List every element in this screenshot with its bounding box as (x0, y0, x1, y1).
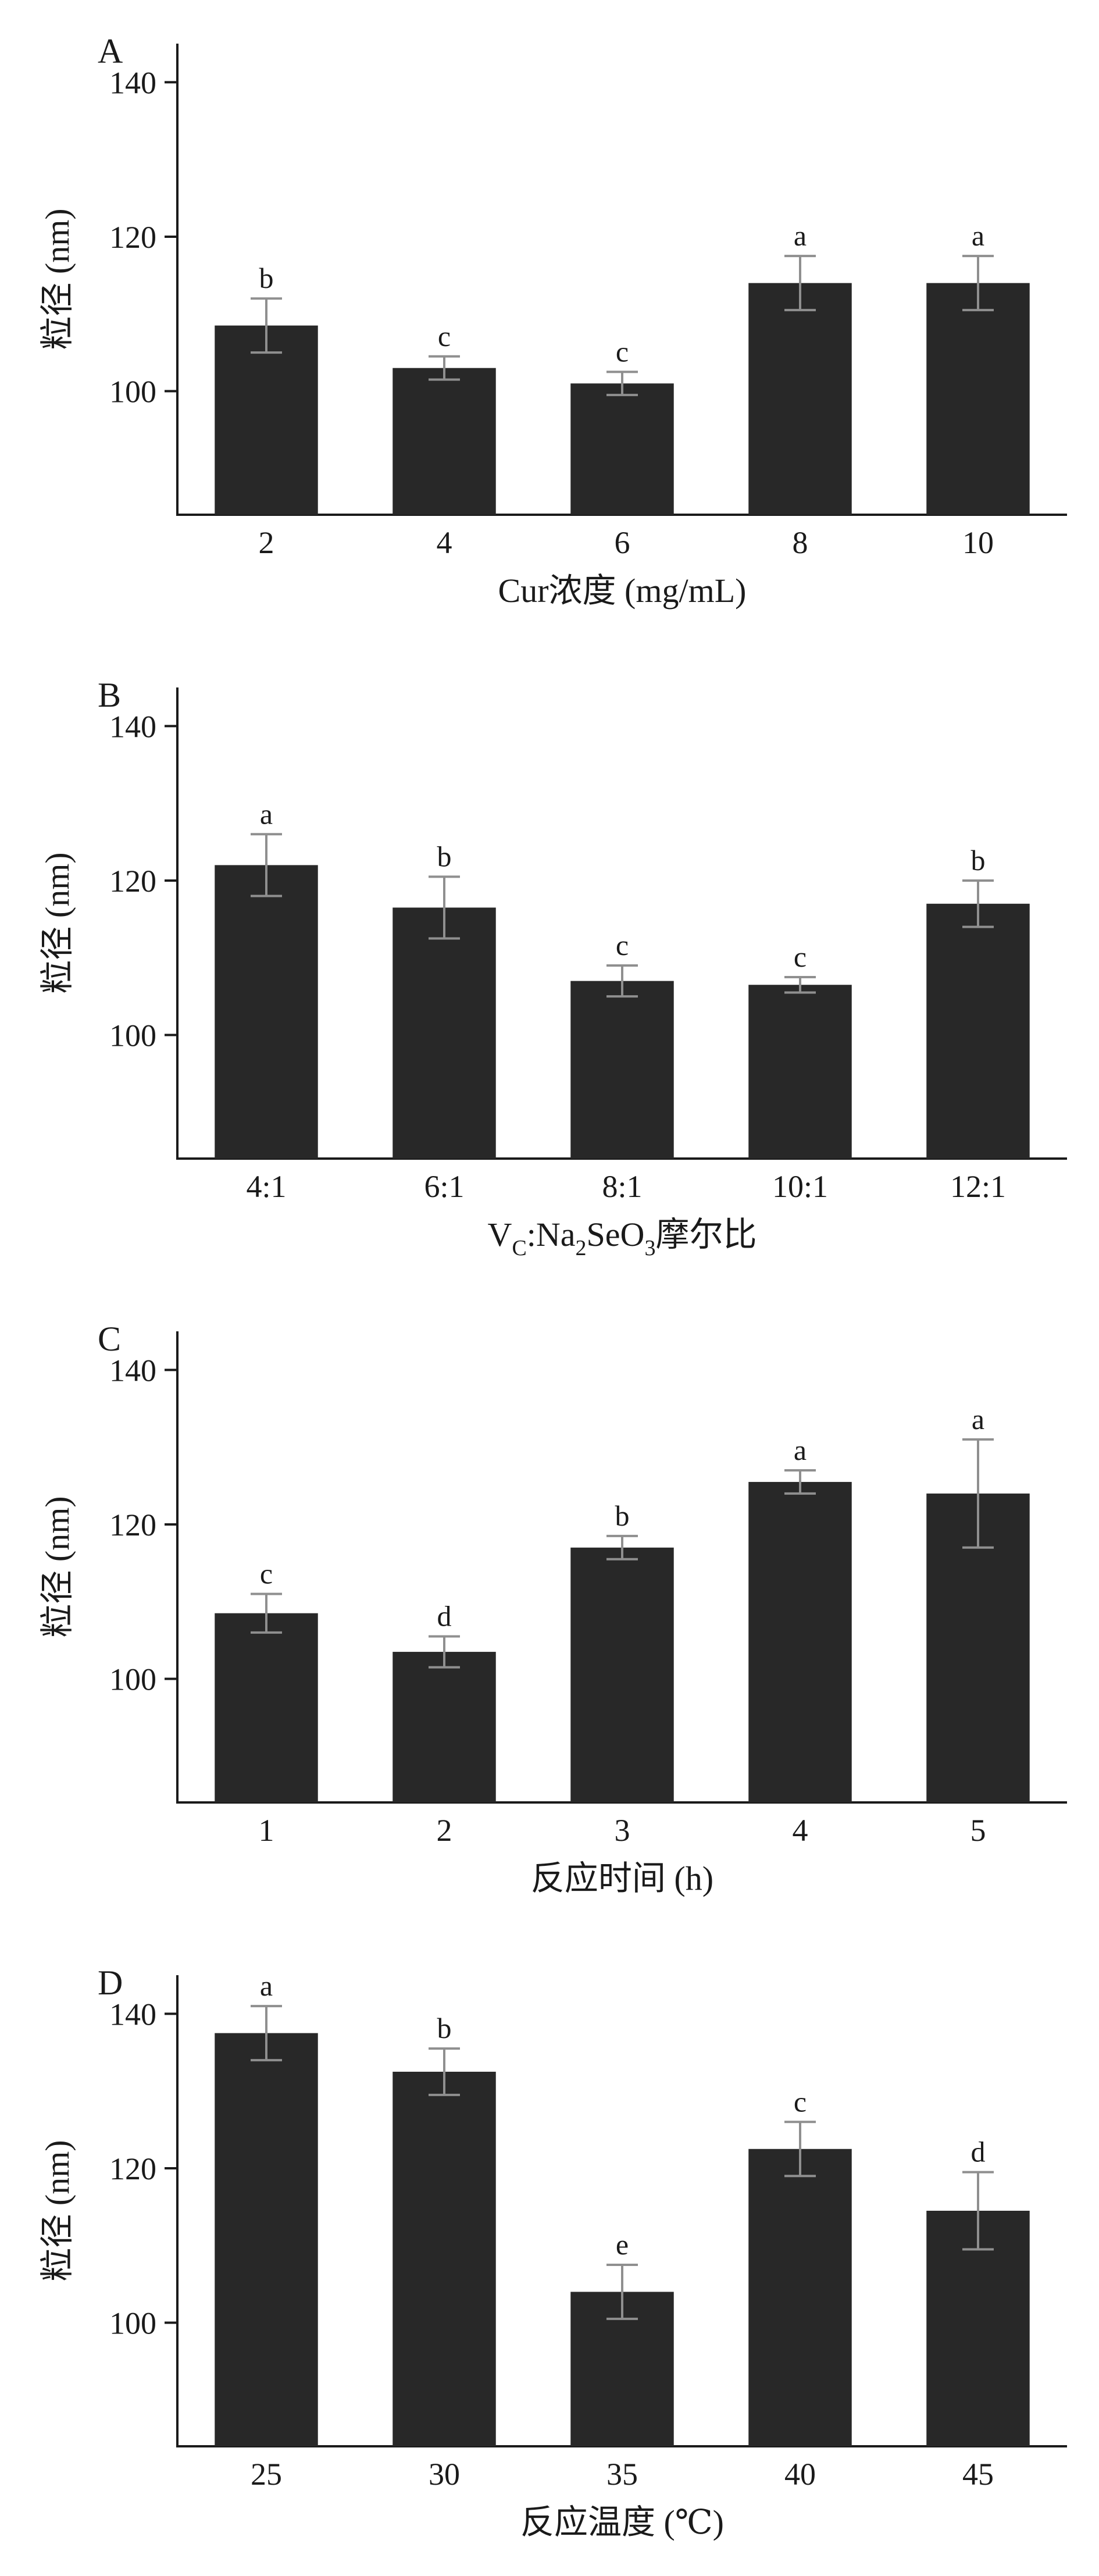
x-tick-label: 5 (970, 1813, 986, 1848)
y-tick-label: 120 (109, 864, 156, 899)
panel-letter: A (98, 32, 123, 70)
bar (748, 985, 852, 1159)
bar (570, 981, 674, 1159)
x-axis-title: 反应温度 (℃) (520, 2503, 724, 2541)
significance-letter: a (794, 1434, 807, 1466)
y-axis-title: 粒径 (nm) (38, 2140, 76, 2281)
bar (570, 383, 674, 515)
x-tick-label: 4:1 (246, 1169, 286, 1204)
y-tick-label: 100 (109, 375, 156, 409)
significance-letter: b (971, 844, 986, 877)
bar (215, 865, 318, 1159)
y-tick-label: 120 (109, 220, 156, 255)
bar (748, 2149, 852, 2446)
significance-letter: d (437, 1600, 452, 1633)
y-axis-title: 粒径 (nm) (38, 852, 76, 993)
y-tick-label: 120 (109, 1508, 156, 1542)
significance-letter: c (616, 929, 629, 961)
significance-letter: a (794, 219, 807, 252)
significance-letter: d (971, 2136, 986, 2168)
chart-panel-b: B 100 120 140 a 4:1 b 6:1 c 8:1 c 10:1 b 12:1 VC:Na2Se… (38, 676, 1067, 1260)
x-tick-label: 25 (251, 2457, 282, 2492)
x-tick-label: 10:1 (772, 1169, 828, 1204)
y-tick-label: 100 (109, 2306, 156, 2341)
x-tick-label: 8 (793, 525, 808, 560)
y-tick-label: 140 (109, 1353, 156, 1388)
x-tick-label: 10 (962, 525, 994, 560)
x-tick-label: 35 (606, 2457, 638, 2492)
x-tick-label: 12:1 (950, 1169, 1006, 1204)
x-tick-label: 4 (793, 1813, 808, 1848)
significance-letter: b (437, 2012, 452, 2044)
panel-letter: D (98, 1964, 123, 2002)
significance-letter: b (437, 840, 452, 872)
bar (215, 325, 318, 515)
bar (392, 2071, 496, 2446)
y-tick-label: 140 (109, 1997, 156, 2032)
significance-letter: a (260, 1969, 273, 2002)
y-axis-title: 粒径 (nm) (38, 208, 76, 350)
x-tick-label: 40 (784, 2457, 816, 2492)
x-axis-title: Cur浓度 (mg/mL) (498, 572, 747, 610)
x-tick-label: 6:1 (424, 1169, 464, 1204)
significance-letter: e (616, 2228, 629, 2261)
bar (392, 907, 496, 1159)
significance-letter: c (794, 2085, 807, 2118)
bar (748, 283, 852, 515)
y-tick-label: 100 (109, 1662, 156, 1697)
y-tick-label: 140 (109, 709, 156, 744)
x-tick-label: 45 (962, 2457, 994, 2492)
chart-panel-c: C 100 120 140 c 1 d 2 b 3 a 4 a 5 反应时间 (h) 粒径 (nm) (38, 1320, 1067, 1897)
significance-letter: c (616, 335, 629, 368)
bar (748, 1481, 852, 1802)
y-tick-label: 100 (109, 1018, 156, 1053)
x-tick-label: 2 (259, 525, 274, 560)
significance-letter: a (972, 1403, 984, 1435)
significance-letter: c (260, 1557, 273, 1590)
x-axis-title: 反应时间 (h) (531, 1859, 713, 1897)
chart-panel-a: A 100 120 140 b 2 c 4 c 6 a 8 a 10 Cur浓度 (mg/mL) 粒径 (nm… (38, 32, 1067, 610)
panel-letter: C (98, 1320, 121, 1358)
y-tick-label: 120 (109, 2151, 156, 2186)
bar (215, 1613, 318, 1802)
significance-letter: a (972, 219, 984, 252)
chart-panel-d: D 100 120 140 a 25 b 30 e 35 c 40 d 45 反应温度 (℃) 粒径 (nm) (38, 1964, 1067, 2541)
y-tick-label: 140 (109, 65, 156, 100)
bar (392, 1652, 496, 1802)
x-tick-label: 6 (615, 525, 630, 560)
significance-letter: c (794, 940, 807, 973)
bar (926, 903, 1030, 1159)
x-tick-label: 4 (437, 525, 452, 560)
x-tick-label: 30 (429, 2457, 460, 2492)
y-axis-title: 粒径 (nm) (38, 1496, 76, 1637)
x-tick-label: 8:1 (602, 1169, 642, 1204)
bar (926, 283, 1030, 515)
bar (570, 1547, 674, 1802)
significance-letter: b (615, 1499, 630, 1532)
bar (215, 2033, 318, 2446)
significance-letter: c (438, 320, 451, 352)
bar (392, 368, 496, 515)
significance-letter: b (259, 262, 274, 294)
panel-letter: B (98, 676, 121, 714)
x-tick-label: 1 (259, 1813, 274, 1848)
x-tick-label: 3 (615, 1813, 630, 1848)
x-axis-title: VC:Na2SeO3摩尔比 (488, 1216, 757, 1260)
significance-letter: a (260, 797, 273, 830)
x-tick-label: 2 (437, 1813, 452, 1848)
